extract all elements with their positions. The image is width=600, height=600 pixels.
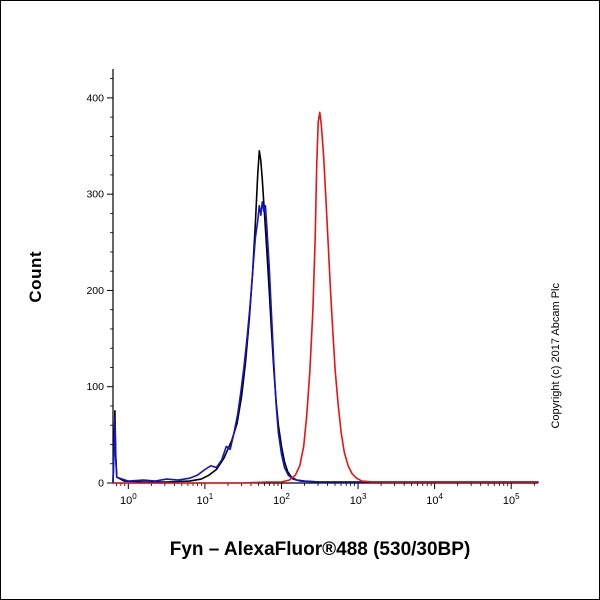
x-tick-label: 103 [350, 492, 367, 507]
x-tick-label: 101 [197, 492, 214, 507]
copyright-wrap: Copyright (c) 2017 Abcam Plc [547, 121, 565, 591]
black-curve [112, 150, 539, 484]
y-tick-label: 100 [86, 381, 104, 393]
x-tick-label: 102 [273, 492, 290, 507]
y-tick-label: 300 [86, 189, 104, 201]
chart-title: Fyn – AlexaFluor®488 (530/30BP) [169, 539, 471, 560]
y-tick-label: 0 [98, 478, 104, 490]
x-tick-label: 100 [120, 492, 137, 507]
blue-curve [112, 201, 539, 484]
y-tick-label: 400 [86, 92, 104, 104]
x-tick-label: 104 [426, 492, 443, 507]
y-tick-label: 200 [86, 285, 104, 297]
copyright-text: Copyright (c) 2017 Abcam Plc [550, 283, 562, 429]
x-tick-label: 105 [503, 492, 520, 507]
red-curve [112, 111, 539, 484]
